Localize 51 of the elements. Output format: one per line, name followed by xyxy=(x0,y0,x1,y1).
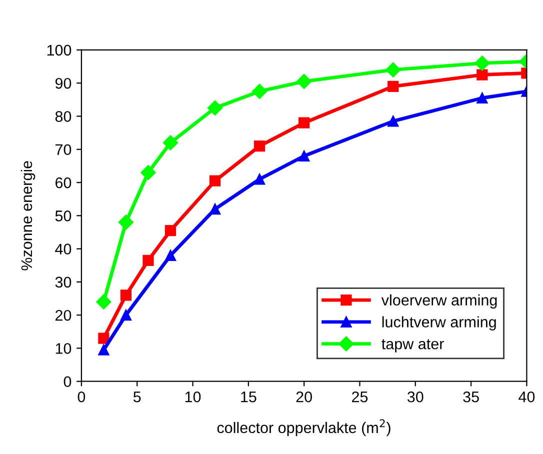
x-axis-title: collector oppervlakte (m$^{2}$) xyxy=(217,419,390,436)
point xyxy=(98,332,110,344)
point xyxy=(209,175,221,186)
point xyxy=(164,250,176,261)
y-tick-label: 40 xyxy=(55,244,72,254)
x-tick-label: 35 xyxy=(463,391,479,402)
point xyxy=(476,92,488,104)
point xyxy=(120,290,132,301)
x-tick-label: 20 xyxy=(296,391,312,402)
point xyxy=(162,135,178,150)
point xyxy=(254,174,266,185)
x-tick-label: 0 xyxy=(78,391,86,402)
x-tick-label: 25 xyxy=(352,391,368,402)
point xyxy=(298,117,310,128)
y-tick-label: 30 xyxy=(55,276,72,288)
legend-label: tapw ater xyxy=(382,339,444,352)
point xyxy=(298,150,310,162)
x-tick-label: 5 xyxy=(133,392,141,402)
x-tick-label: 10 xyxy=(185,391,201,402)
point xyxy=(209,203,221,215)
point xyxy=(476,69,488,80)
y-axis-title: %zonne energie xyxy=(20,161,36,270)
legend-label: vloerverw arming xyxy=(381,294,497,309)
point xyxy=(474,56,490,71)
point xyxy=(164,225,176,236)
y-tick-label: 70 xyxy=(56,144,72,156)
x-tick-label: 15 xyxy=(241,392,256,402)
point xyxy=(388,116,399,127)
point xyxy=(140,164,156,180)
point xyxy=(120,310,132,321)
y-tick-label: 20 xyxy=(56,310,72,321)
legend-label: luchtverw arming xyxy=(382,316,496,330)
x-tick-label: 40 xyxy=(518,391,535,402)
y-tick-label: 80 xyxy=(55,111,72,122)
y-tick-label: 0 xyxy=(64,376,72,388)
point xyxy=(96,294,112,310)
point xyxy=(388,80,399,92)
y-tick-label: 100 xyxy=(47,44,72,56)
point xyxy=(98,344,110,356)
y-tick-label: 90 xyxy=(55,78,72,89)
point xyxy=(296,74,312,89)
point xyxy=(254,140,266,152)
y-tick-label: 10 xyxy=(56,343,72,354)
point xyxy=(386,62,401,78)
point xyxy=(118,214,134,230)
y-tick-label: 60 xyxy=(56,177,72,188)
x-tick-label: 30 xyxy=(407,391,424,402)
y-tick-label: 50 xyxy=(55,210,72,222)
point xyxy=(252,84,268,99)
point xyxy=(207,100,223,116)
point xyxy=(142,254,154,266)
